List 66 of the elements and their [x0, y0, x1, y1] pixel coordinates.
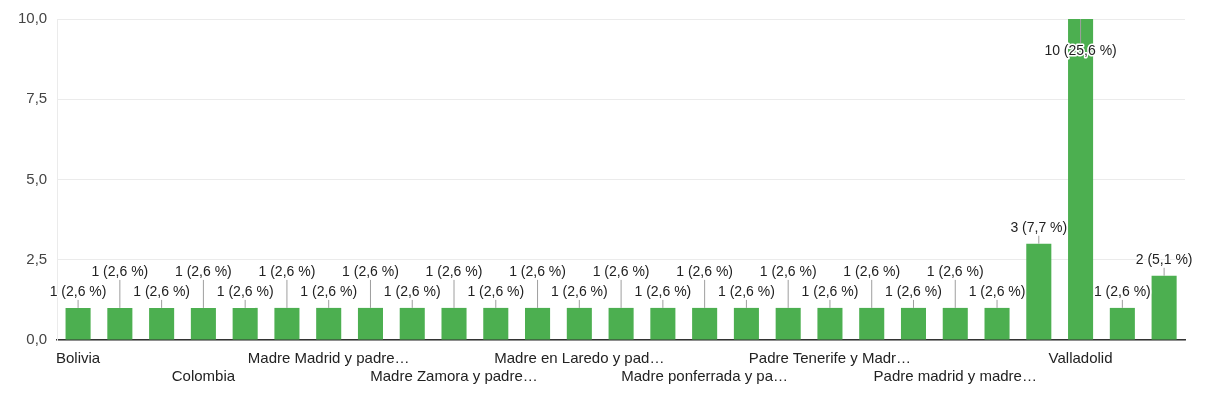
x-tick-label: Colombia [171, 367, 236, 385]
x-tick-label: Bolivia [55, 349, 101, 367]
data-label: 1 (2,6 %) [968, 282, 1026, 299]
bar [608, 307, 634, 340]
bar [107, 307, 133, 340]
bar [566, 307, 592, 340]
data-label: 1 (2,6 %) [509, 262, 566, 279]
bar [525, 307, 551, 340]
data-label: 1 (2,6 %) [801, 282, 859, 299]
data-label: 3 (7,7 %) [1010, 218, 1068, 235]
bar [274, 307, 300, 340]
data-label: 1 (2,6 %) [49, 282, 107, 299]
data-label: 1 (2,6 %) [885, 282, 942, 299]
bar [942, 307, 968, 340]
x-tick-label: Padre madrid y madre… [873, 367, 1037, 385]
data-label: 1 (2,6 %) [550, 282, 608, 299]
bar [817, 307, 843, 340]
y-tick-label: 5,0 [26, 169, 48, 187]
data-label: 1 (2,6 %) [676, 262, 734, 279]
bar [650, 307, 676, 340]
bar [1026, 243, 1052, 340]
x-tick-label: Madre Madrid y padre… [247, 349, 410, 367]
x-tick-label: Madre ponferrada y pa… [621, 367, 789, 385]
y-tick-label: 2,5 [26, 249, 48, 267]
bar [775, 307, 801, 340]
data-label: 1 (2,6 %) [843, 262, 901, 279]
bar [65, 307, 91, 340]
bar [316, 307, 342, 340]
y-tick-label: 0,0 [26, 330, 48, 348]
bar [190, 307, 216, 340]
y-tick-label: 10,0 [17, 9, 48, 27]
bar [1151, 275, 1177, 340]
data-label: 1 (2,6 %) [342, 262, 399, 279]
bar [232, 307, 258, 340]
bar [149, 307, 175, 340]
data-label: 1 (2,6 %) [216, 282, 274, 299]
x-tick-label: Valladolid [1048, 349, 1113, 367]
data-label: 1 (2,6 %) [425, 262, 483, 279]
bar [984, 307, 1010, 340]
data-label: 1 (2,6 %) [91, 262, 149, 279]
data-label: 1 (2,6 %) [133, 282, 191, 299]
data-label: 2 (5,1 %) [1135, 250, 1193, 267]
bar [483, 307, 509, 340]
y-tick-label: 7,5 [26, 89, 48, 107]
data-label: 1 (2,6 %) [718, 282, 775, 299]
data-label: 1 (2,6 %) [759, 262, 817, 279]
data-label: 1 (2,6 %) [926, 262, 984, 279]
x-tick-label: Padre Tenerife y Madr… [748, 349, 912, 367]
data-label: 1 (2,6 %) [467, 282, 525, 299]
bar [1109, 307, 1135, 340]
bar [900, 307, 927, 340]
data-label: 1 (2,6 %) [174, 262, 232, 279]
data-label: 1 (2,6 %) [634, 282, 692, 299]
x-tick-label: Madre Zamora y padre… [370, 367, 538, 385]
x-tick-label: Madre en Laredo y pad… [494, 349, 665, 367]
bar [441, 307, 467, 340]
data-label: 1 (2,6 %) [383, 282, 441, 299]
bar [859, 307, 885, 340]
data-label: 1 (2,6 %) [258, 262, 316, 279]
data-label: 1 (2,6 %) [300, 282, 358, 299]
data-label: 1 (2,6 %) [592, 262, 650, 279]
bar [399, 307, 425, 340]
bar [692, 307, 718, 340]
bar [357, 307, 384, 340]
data-label: 1 (2,6 %) [1093, 282, 1151, 299]
bar [733, 307, 759, 340]
